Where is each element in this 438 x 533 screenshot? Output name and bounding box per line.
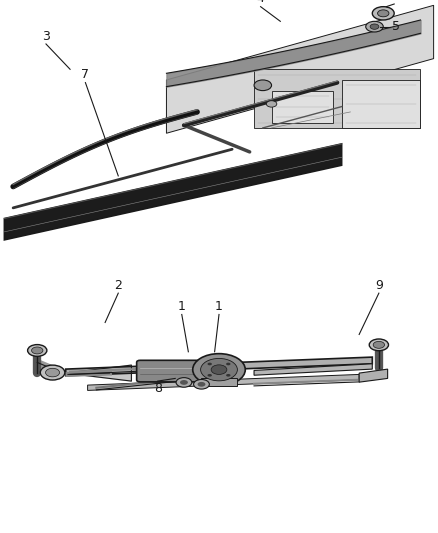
- Polygon shape: [66, 365, 131, 381]
- Circle shape: [32, 347, 43, 354]
- Circle shape: [176, 377, 192, 387]
- Circle shape: [180, 380, 188, 385]
- Circle shape: [254, 80, 272, 91]
- Circle shape: [28, 344, 47, 356]
- Circle shape: [378, 10, 389, 17]
- Circle shape: [226, 362, 230, 365]
- Text: 7: 7: [81, 68, 89, 82]
- Text: 1: 1: [215, 300, 223, 313]
- Text: 2: 2: [114, 279, 122, 292]
- Circle shape: [46, 368, 60, 377]
- Circle shape: [370, 24, 379, 29]
- Polygon shape: [359, 369, 388, 382]
- FancyBboxPatch shape: [272, 91, 333, 123]
- Text: 8: 8: [154, 383, 162, 395]
- Text: 1: 1: [178, 300, 186, 313]
- FancyBboxPatch shape: [201, 378, 237, 386]
- Polygon shape: [88, 374, 359, 390]
- FancyBboxPatch shape: [342, 80, 420, 128]
- Circle shape: [193, 354, 245, 386]
- Circle shape: [372, 7, 394, 20]
- Circle shape: [194, 379, 209, 389]
- Circle shape: [366, 21, 383, 32]
- FancyBboxPatch shape: [137, 360, 223, 382]
- Circle shape: [369, 339, 389, 351]
- Circle shape: [40, 365, 65, 380]
- Text: 6: 6: [390, 0, 398, 3]
- Polygon shape: [254, 364, 372, 375]
- Circle shape: [373, 342, 385, 349]
- Text: 5: 5: [392, 20, 400, 33]
- Polygon shape: [166, 5, 434, 133]
- Text: 3: 3: [42, 30, 50, 43]
- Circle shape: [211, 365, 227, 374]
- FancyBboxPatch shape: [254, 69, 420, 128]
- Text: 4: 4: [257, 0, 265, 5]
- Text: 9: 9: [375, 279, 383, 292]
- Circle shape: [201, 358, 237, 381]
- Circle shape: [208, 374, 212, 377]
- Circle shape: [266, 101, 277, 107]
- Circle shape: [208, 362, 212, 365]
- Polygon shape: [66, 357, 372, 376]
- Polygon shape: [4, 144, 342, 240]
- Circle shape: [226, 374, 230, 377]
- Circle shape: [198, 382, 205, 387]
